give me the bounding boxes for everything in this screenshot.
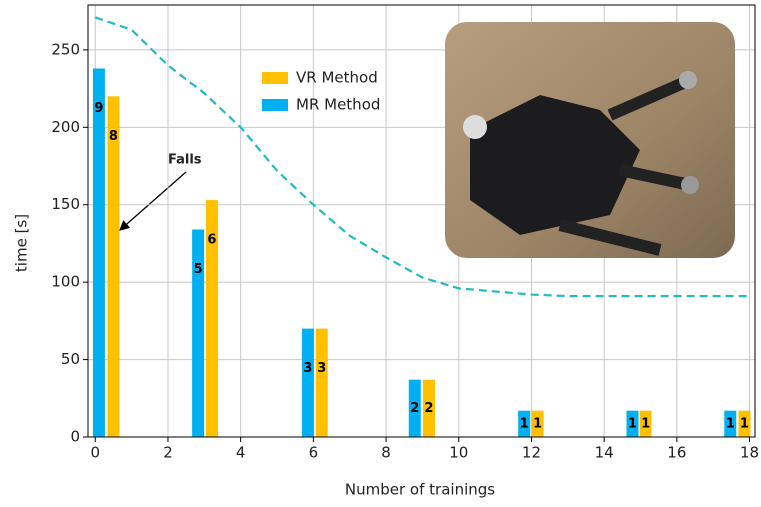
x-axis-label: Number of trainings	[345, 481, 495, 499]
falls-label: 1	[520, 416, 529, 431]
legend-swatch	[262, 99, 288, 111]
falls-label: 1	[641, 416, 650, 431]
photo-inset	[445, 22, 735, 258]
legend-swatch	[262, 72, 288, 84]
falls-label: 3	[317, 361, 326, 376]
falls-label: 2	[424, 401, 433, 416]
chart: Number of trainings time [s] Falls 05010…	[0, 0, 761, 503]
legend-label: MR Method	[296, 96, 380, 114]
falls-label: 1	[726, 416, 735, 431]
x-tick-label: 4	[236, 444, 246, 462]
annotation-arrow	[120, 172, 186, 230]
falls-label: 1	[740, 416, 749, 431]
page: Number of trainings time [s] Falls 05010…	[0, 0, 761, 507]
bar	[93, 68, 105, 437]
annotation: Falls	[168, 153, 202, 168]
x-tick-label: 2	[163, 444, 173, 462]
x-tick-label: 8	[381, 444, 391, 462]
y-tick-label: 0	[70, 428, 80, 446]
bar	[302, 329, 314, 437]
falls-label: 8	[109, 129, 118, 144]
y-axis-label: time [s]	[13, 214, 31, 272]
x-tick-label: 18	[740, 444, 759, 462]
falls-label: 1	[533, 416, 542, 431]
x-tick-label: 14	[595, 444, 614, 462]
y-tick-label: 250	[51, 40, 80, 58]
y-tick-label: 100	[51, 273, 80, 291]
x-tick-label: 6	[309, 444, 319, 462]
x-tick-label: 10	[449, 444, 468, 462]
x-tick-label: 0	[90, 444, 100, 462]
x-tick-label: 12	[522, 444, 541, 462]
falls-label: 1	[628, 416, 637, 431]
falls-label: 9	[94, 101, 103, 116]
y-tick-label: 50	[61, 350, 80, 368]
x-tick-label: 16	[667, 444, 686, 462]
falls-label: 5	[194, 262, 203, 277]
y-tick-label: 150	[51, 195, 80, 213]
bar	[192, 230, 204, 437]
falls-label: 3	[303, 361, 312, 376]
bar	[107, 96, 119, 437]
falls-label: 2	[410, 401, 419, 416]
legend-label: VR Method	[296, 69, 378, 87]
falls-label: 6	[207, 233, 216, 248]
bar	[316, 329, 328, 437]
y-tick-label: 200	[51, 118, 80, 136]
